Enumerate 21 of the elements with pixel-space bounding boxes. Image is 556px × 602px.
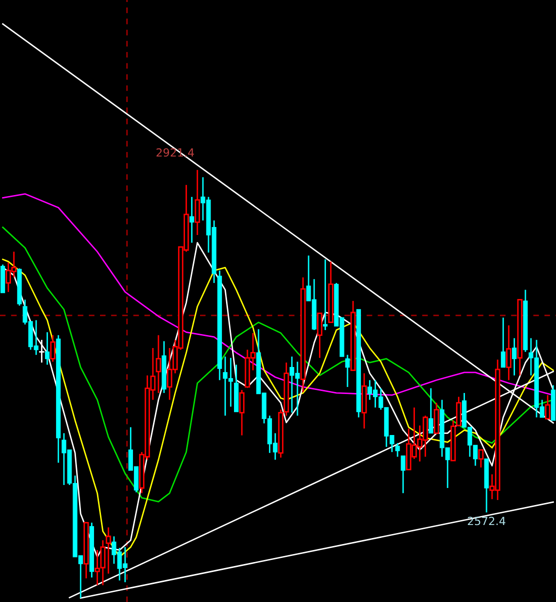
candlestick [239,389,244,436]
candlestick [106,526,112,574]
candlestick [194,169,200,236]
candlestick [345,354,350,388]
candlestick [190,196,194,244]
candlestick [317,312,322,359]
candlestick [44,331,50,366]
candlestick [39,339,44,364]
candlestick [506,324,512,381]
candlestick [395,442,400,458]
candlestick [322,258,328,331]
candlestick [545,394,550,420]
candlestick [400,455,406,494]
candlestick [428,388,434,434]
candlestick [50,334,56,362]
candlestick [156,334,162,394]
annotation: 2572.4 [468,516,506,526]
candlestick [434,402,440,434]
candlestick [512,337,517,376]
candlestick [478,449,484,468]
candlestick [500,316,506,368]
